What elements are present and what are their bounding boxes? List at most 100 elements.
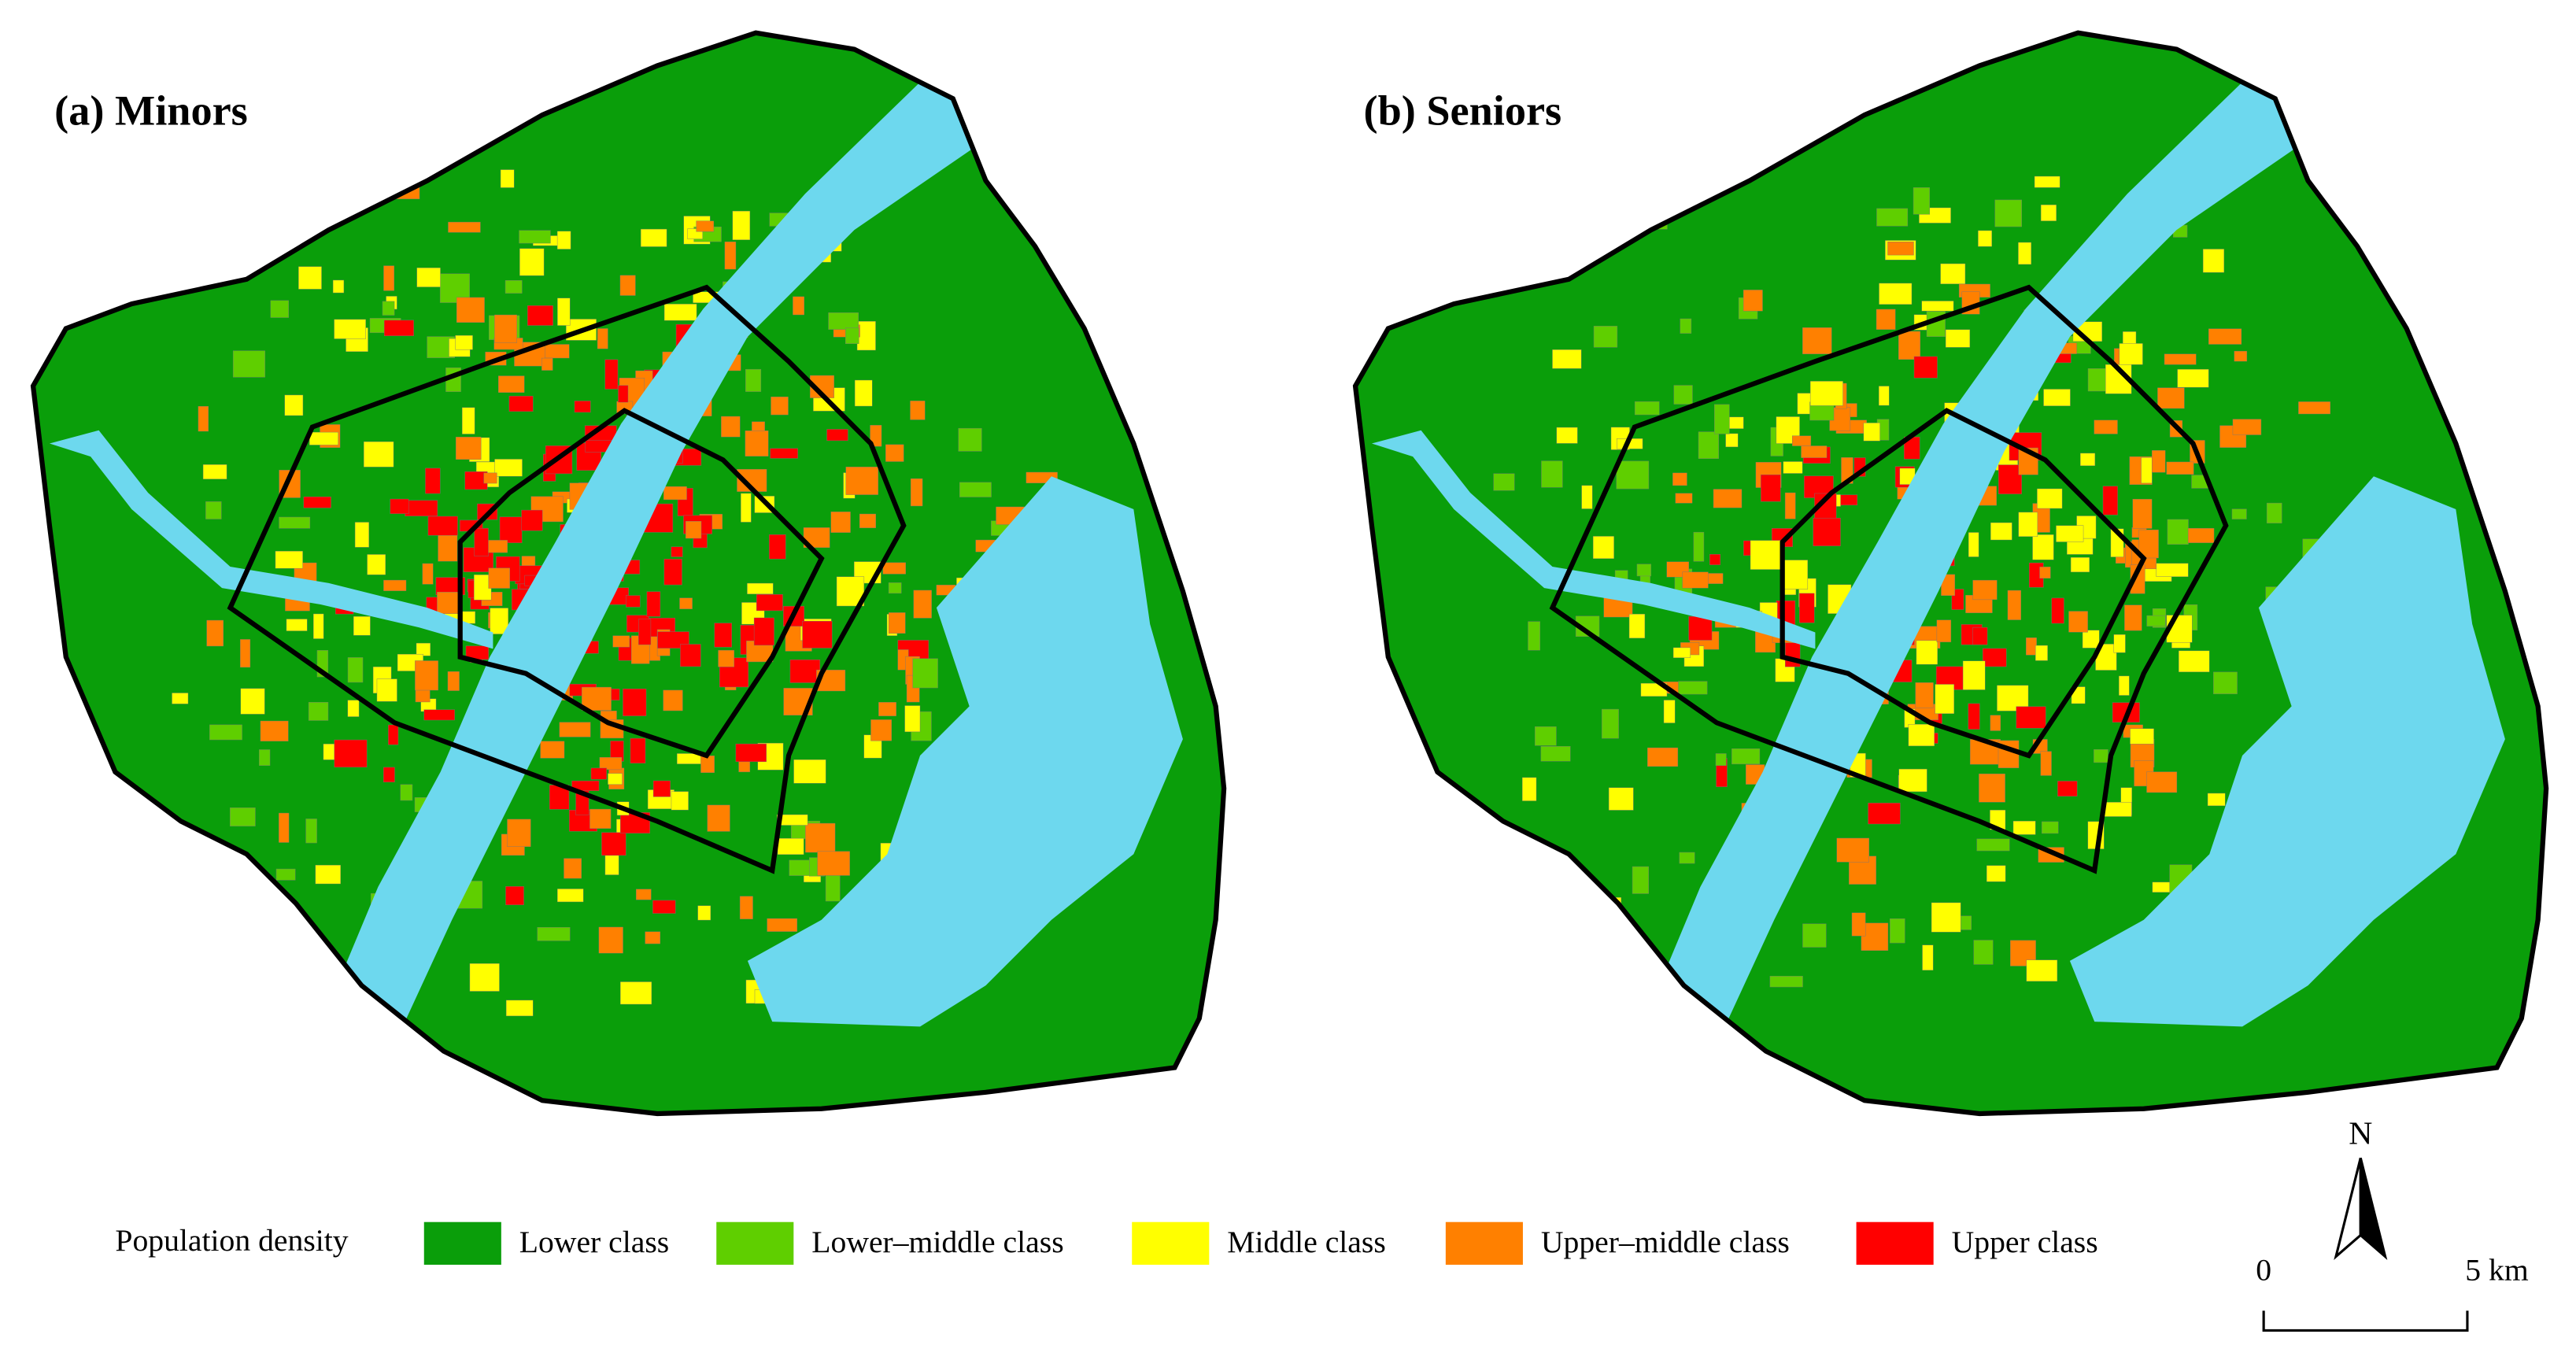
- tract: [1972, 579, 1998, 601]
- tract: [1713, 489, 1743, 508]
- tract: [507, 819, 531, 847]
- tract: [756, 594, 783, 612]
- tract: [415, 660, 438, 691]
- tract: [1978, 230, 1992, 247]
- tracts: [1371, 82, 2505, 1027]
- boundary: [30, 30, 1227, 1117]
- lake: [747, 476, 1183, 1027]
- tract: [882, 562, 906, 575]
- tract: [279, 516, 311, 529]
- tract: [1528, 621, 1540, 651]
- tract: [2040, 205, 2057, 221]
- tract: [309, 431, 338, 445]
- legend-label: Lower class: [519, 1225, 669, 1259]
- tract: [1675, 493, 1693, 504]
- tract: [559, 722, 591, 737]
- tract: [494, 459, 523, 477]
- tract: [2213, 671, 2238, 694]
- tract: [1876, 309, 1896, 330]
- tract: [275, 551, 303, 569]
- tract: [557, 889, 584, 903]
- tract: [364, 441, 394, 468]
- tract: [721, 416, 741, 438]
- tract: [305, 819, 317, 844]
- tract: [279, 812, 290, 843]
- tract: [1813, 517, 1841, 546]
- tract: [859, 513, 877, 529]
- tract: [1707, 573, 1724, 584]
- tract: [612, 635, 630, 648]
- tract: [2124, 604, 2142, 631]
- tract: [2119, 675, 2130, 696]
- tracts: [49, 82, 1183, 1027]
- tract: [383, 265, 394, 291]
- tract: [685, 521, 702, 539]
- tract: [663, 304, 697, 321]
- tract: [2039, 567, 2051, 579]
- tract: [769, 534, 786, 560]
- legend-swatch: [1445, 1221, 1523, 1265]
- tract: [2018, 242, 2031, 265]
- tract: [390, 498, 409, 514]
- tract: [527, 305, 553, 326]
- tract: [2037, 488, 2063, 509]
- tract: [671, 546, 683, 557]
- tract: [1913, 356, 1938, 379]
- tract: [334, 319, 366, 339]
- tract: [383, 767, 395, 782]
- tract: [1783, 461, 1803, 474]
- tract: [618, 385, 629, 403]
- tract: [2042, 821, 2059, 834]
- tract: [888, 612, 906, 634]
- tract: [574, 401, 591, 413]
- panel-title: (a) Minors: [54, 87, 248, 135]
- tract: [1876, 208, 1909, 227]
- legend-label: Upper–middle class: [1541, 1225, 1790, 1259]
- tract: [1936, 619, 1952, 643]
- tract: [767, 918, 797, 932]
- tract: [1908, 724, 1935, 747]
- tract: [1608, 787, 1634, 811]
- tract: [2102, 486, 2118, 516]
- map-panel: [1352, 30, 2549, 1117]
- tract: [679, 597, 693, 609]
- tract: [1878, 386, 1890, 406]
- tract: [1673, 385, 1693, 405]
- tract: [1784, 492, 1796, 519]
- tract: [777, 837, 804, 855]
- tract: [456, 297, 485, 323]
- tract: [608, 773, 623, 785]
- tract: [2166, 461, 2194, 475]
- tract: [1698, 431, 1719, 459]
- tract: [205, 501, 222, 519]
- tract: [488, 567, 510, 589]
- tract: [209, 724, 242, 741]
- tract: [753, 617, 774, 646]
- tract: [2102, 802, 2132, 817]
- tract: [504, 280, 523, 294]
- legend-label: Upper class: [1952, 1225, 2098, 1259]
- tract: [521, 509, 543, 531]
- tract: [1935, 684, 1954, 714]
- tract: [494, 314, 518, 343]
- tract: [347, 700, 360, 717]
- tract: [620, 981, 652, 1005]
- tract: [845, 327, 859, 344]
- tract: [652, 900, 676, 914]
- tract: [400, 784, 413, 801]
- tract: [2298, 401, 2330, 415]
- tract: [416, 642, 431, 656]
- tract: [739, 896, 753, 919]
- tract: [1682, 571, 1709, 589]
- tract: [498, 375, 525, 393]
- tract: [747, 582, 774, 594]
- tract: [2167, 519, 2189, 545]
- tract: [232, 350, 265, 378]
- tract: [793, 759, 826, 784]
- tract: [1672, 472, 1687, 486]
- tract: [1861, 922, 1889, 951]
- tract: [1940, 263, 1966, 285]
- tract: [308, 702, 329, 721]
- tract: [2138, 529, 2159, 559]
- tract: [2035, 645, 2048, 661]
